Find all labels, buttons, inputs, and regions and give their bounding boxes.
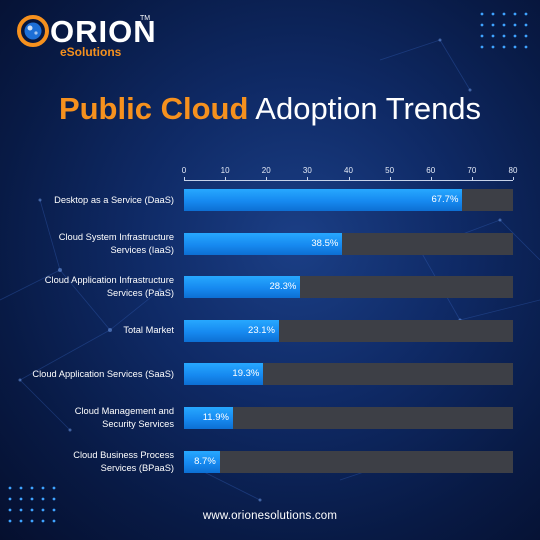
category-label: Cloud Application Services (SaaS) [6, 368, 174, 381]
website-url: www.orionesolutions.com [202, 510, 338, 522]
category-label-line: Services (PaaS) [106, 288, 174, 299]
bar-value-label: 8.7% [194, 455, 216, 467]
x-tick-mark [307, 177, 308, 180]
category-label-line: Total Market [123, 325, 174, 336]
x-tick-mark [472, 177, 473, 180]
bar-value-label: 11.9% [202, 412, 229, 423]
orion-planet-icon [17, 15, 49, 47]
x-tick-label: 40 [344, 166, 353, 175]
category-label-line: Cloud Application Infrastructure [44, 275, 174, 286]
x-tick-label: 80 [508, 166, 518, 175]
brand-logo: ORION TM eSolutions [16, 12, 156, 62]
title-highlight: Public Cloud [58, 91, 249, 126]
bar-track [184, 407, 513, 429]
category-label: Cloud System Infrastructure Services (Iaa… [6, 231, 174, 257]
category-label: Total Market [6, 324, 174, 337]
x-tick-label: 60 [426, 166, 436, 175]
dot-grid-top-right [480, 12, 528, 49]
x-axis-line [184, 180, 513, 181]
bar-value-label: 19.3% [232, 368, 260, 380]
trademark-mark: TM [140, 15, 151, 22]
category-label-line: Cloud Application Services (SaaS) [32, 368, 174, 379]
category-label: Desktop as a Service (DaaS) [6, 194, 174, 207]
x-tick-label: 30 [302, 166, 312, 175]
bar-value-label: 38.5% [311, 237, 339, 249]
x-tick-mark [266, 177, 267, 180]
bar-value-label: 28.3% [269, 281, 297, 293]
x-tick-mark [225, 177, 226, 180]
category-label-line: Security Services [102, 419, 174, 429]
bar [184, 232, 343, 255]
x-tick-mark [184, 177, 185, 180]
title-rest: Adoption Trends [255, 91, 482, 126]
page-title: Public Cloud Adoption Trends [0, 93, 540, 124]
category-label: Cloud Management and Security Services [6, 405, 174, 431]
x-tick-label: 70 [467, 166, 477, 175]
category-label-line: Cloud Management and [74, 406, 174, 416]
category-label-line: Services (IaaS) [110, 244, 174, 255]
category-label: Cloud Application Infrastructure Services… [6, 274, 174, 300]
bar [184, 319, 279, 342]
category-label-line: Cloud Business Process [73, 449, 174, 460]
bar-value-label: 23.1% [248, 324, 275, 336]
category-label-line: Cloud System Infrastructure [58, 231, 174, 242]
bar [184, 189, 463, 211]
bar [184, 363, 264, 386]
x-tick-label: 0 [181, 166, 187, 175]
logo-wordmark: ORION [50, 14, 157, 49]
dot-grid-bottom-left [8, 486, 56, 523]
x-tick-label: 50 [385, 166, 395, 175]
bar-track [184, 363, 513, 386]
x-tick-mark [431, 177, 432, 180]
bar-value-label: 67.7% [431, 194, 459, 205]
x-tick-mark [390, 177, 391, 180]
x-tick-label: 10 [220, 166, 230, 175]
category-label-line: Services (BPaaS) [100, 462, 174, 473]
x-tick-mark [349, 177, 350, 180]
logo-subtitle: eSolutions [60, 45, 122, 59]
category-label: Cloud Business Process Services (BPaaS) [6, 449, 174, 475]
x-tick-mark [513, 177, 514, 180]
category-label-line: Desktop as a Service (DaaS) [54, 194, 174, 205]
x-tick-label: 20 [261, 166, 271, 175]
bar [184, 450, 220, 473]
bar [184, 276, 301, 299]
bar [184, 407, 233, 429]
bar-track [184, 450, 513, 473]
